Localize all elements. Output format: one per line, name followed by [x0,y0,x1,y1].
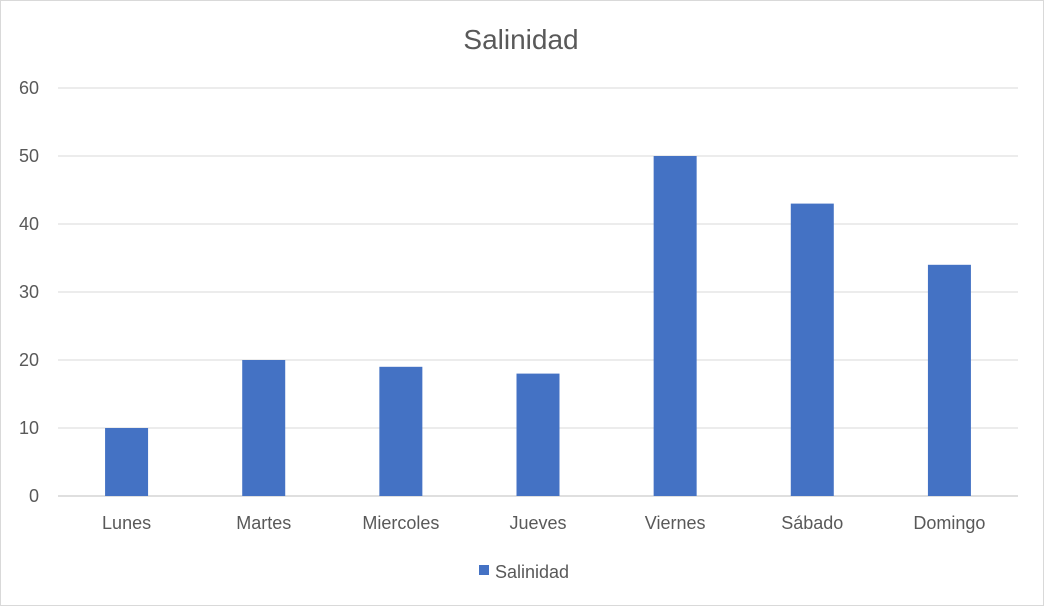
bar-domingo [927,264,971,496]
bar-jueves [516,373,560,496]
y-tick-label: 0 [29,486,39,506]
y-tick-label: 20 [19,350,39,370]
x-tick-label: Lunes [102,513,151,533]
y-axis-ticks: 0 10 20 30 40 50 60 [19,78,39,506]
bar-miercoles [379,366,423,496]
x-tick-label: Sábado [781,513,843,533]
chart-title: Salinidad [463,24,578,55]
gridlines [58,87,1018,497]
y-tick-label: 60 [19,78,39,98]
bar-viernes [653,156,697,496]
x-tick-label: Viernes [645,513,706,533]
x-tick-label: Miercoles [362,513,439,533]
y-tick-label: 50 [19,146,39,166]
legend-label: Salinidad [495,562,569,582]
x-tick-label: Martes [236,513,291,533]
x-axis-ticks: Lunes Martes Miercoles Jueves Viernes Sábado D… [102,513,985,533]
bars [105,156,971,496]
bar-martes [242,360,286,496]
bar-sábado [790,203,834,496]
y-tick-label: 40 [19,214,39,234]
legend-swatch [479,565,489,575]
bar-lunes [105,428,149,496]
legend: Salinidad [479,562,569,582]
x-tick-label: Domingo [913,513,985,533]
y-tick-label: 30 [19,282,39,302]
x-tick-label: Jueves [509,513,566,533]
y-tick-label: 10 [19,418,39,438]
